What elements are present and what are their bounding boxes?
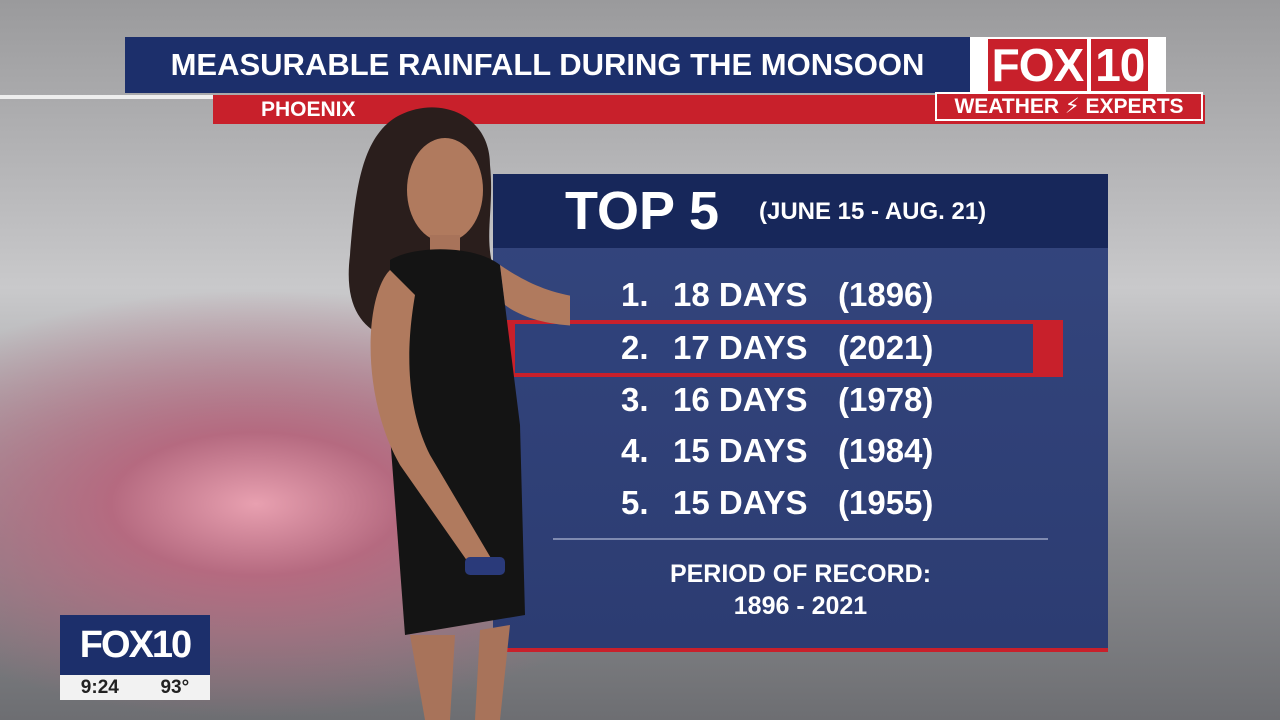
experts-label: EXPERTS <box>1085 95 1184 118</box>
accent-line <box>0 95 213 99</box>
panel-header: TOP 5 (JUNE 15 - AUG. 21) <box>493 174 1108 248</box>
rank: 1. <box>621 276 649 313</box>
time: 9:24 <box>80 677 119 698</box>
record-label: PERIOD OF RECORD: <box>669 560 932 588</box>
days: 15 DAYS <box>673 484 808 521</box>
bug-info: 9:24 93° <box>60 675 210 700</box>
presenter <box>348 107 570 720</box>
bug-brand: FOX10 <box>60 615 210 675</box>
days: 16 DAYS <box>673 381 808 418</box>
weather-experts: WEATHER ⚡ EXPERTS <box>935 92 1203 121</box>
logo-brand: FOX <box>987 39 1088 91</box>
rank: 2. <box>621 329 649 366</box>
year: (1984) <box>838 432 934 469</box>
ranking-row: 2. 17 DAYS (2021) <box>493 323 1108 373</box>
separator <box>553 538 1048 540</box>
ranking-row: 4. 15 DAYS (1984) <box>493 426 1108 476</box>
days: 18 DAYS <box>673 276 808 313</box>
ranking-row: 5. 15 DAYS (1955) <box>493 478 1108 528</box>
location: PHOENIX <box>261 98 356 121</box>
station-logo: FOX 10 <box>970 37 1166 93</box>
year: (2021) <box>838 329 934 366</box>
year: (1978) <box>838 381 934 418</box>
year: (1955) <box>838 484 934 521</box>
top5-panel: TOP 5 (JUNE 15 - AUG. 21) 1. 18 DAYS (1896… <box>493 174 1108 652</box>
rank: 5. <box>621 484 649 521</box>
ranking-row: 3. 16 DAYS (1978) <box>493 375 1108 425</box>
days: 17 DAYS <box>673 329 808 366</box>
days: 15 DAYS <box>673 432 808 469</box>
headline: MEASURABLE RAINFALL DURING THE MONSOON <box>125 37 970 93</box>
ranking-row: 1. 18 DAYS (1896) <box>493 270 1108 320</box>
rank: 3. <box>621 381 649 418</box>
weather-label: WEATHER <box>954 95 1060 118</box>
temperature: 93° <box>160 677 190 698</box>
logo-number: 10 <box>1091 39 1149 91</box>
year: (1896) <box>838 276 934 313</box>
station-bug: FOX10 9:24 93° <box>60 615 210 700</box>
highlight-inner <box>515 324 1033 373</box>
rank: 4. <box>621 432 649 469</box>
panel-title: TOP 5 <box>565 181 720 241</box>
bolt: ⚡ <box>1064 95 1080 118</box>
panel-period: (JUNE 15 - AUG. 21) <box>759 198 987 225</box>
record-range: 1896 - 2021 <box>733 592 868 620</box>
